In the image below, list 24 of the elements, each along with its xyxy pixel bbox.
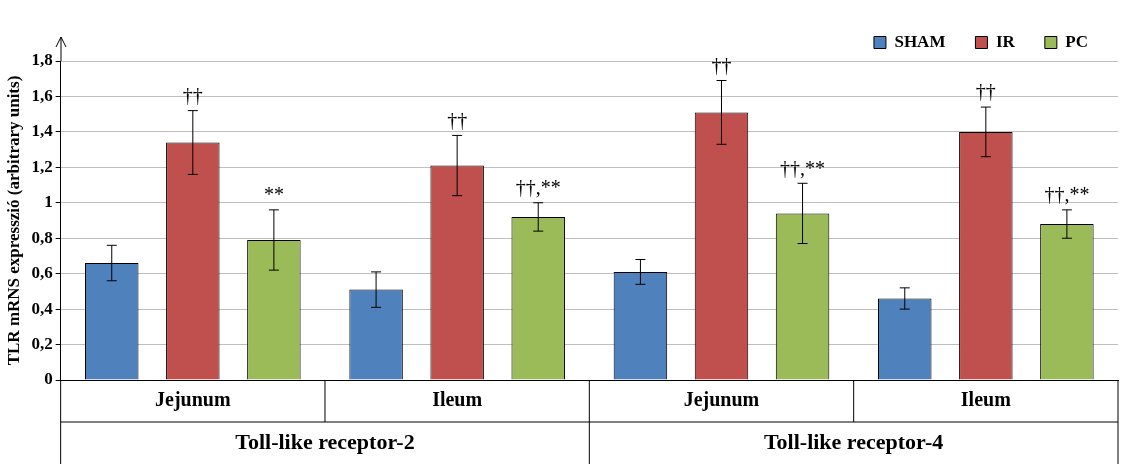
- annotation: ††: [182, 83, 203, 106]
- y-tick-label: 1,6: [31, 85, 53, 105]
- y-axis-title: TLR mRNS expresszió (arbitrary units): [3, 75, 23, 366]
- y-tick-label: 0,8: [31, 227, 53, 247]
- text: Toll-like receptor-4: [763, 428, 944, 454]
- legend-label: IR: [995, 31, 1016, 51]
- annotation: ††,**: [515, 176, 561, 199]
- legend-label: SHAM: [894, 31, 946, 51]
- annotation: **: [263, 183, 284, 206]
- y-tick-label: 0: [44, 369, 53, 389]
- y-tick-label: 1,8: [31, 50, 53, 70]
- y-tick-label: 1: [44, 192, 53, 212]
- annotation: ††: [447, 108, 468, 131]
- y-tick-label: 1,2: [31, 156, 53, 176]
- y-tick-label: 1,4: [31, 121, 54, 141]
- annotation: ††: [711, 53, 732, 76]
- text: Toll-like receptor-2: [235, 428, 415, 454]
- legend-label: PC: [1065, 31, 1089, 51]
- y-tick-label: 0,6: [31, 263, 53, 283]
- annotation: ††,**: [1044, 183, 1090, 206]
- annotation: ††,**: [780, 156, 826, 179]
- y-tick-label: 0,4: [31, 298, 54, 318]
- y-tick-label: 0,2: [31, 333, 53, 353]
- annotation: ††: [975, 80, 996, 103]
